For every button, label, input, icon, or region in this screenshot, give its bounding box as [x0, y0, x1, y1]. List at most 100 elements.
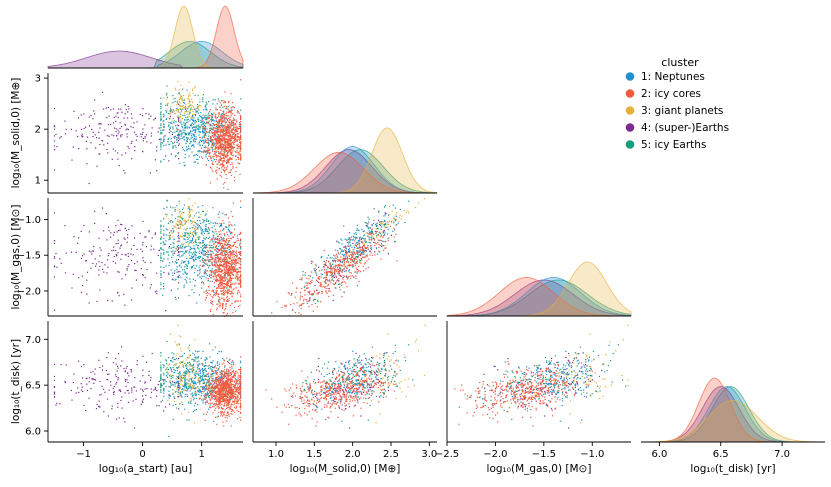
data-point: [142, 140, 144, 142]
data-point: [201, 125, 203, 127]
data-point: [221, 293, 223, 295]
data-point: [208, 149, 210, 151]
data-point: [198, 257, 200, 260]
data-point: [213, 143, 215, 145]
data-point: [338, 253, 340, 255]
data-point: [221, 265, 223, 267]
data-point: [232, 261, 234, 264]
data-point: [363, 240, 365, 242]
data-point: [98, 274, 100, 276]
data-point: [223, 144, 225, 146]
data-point: [235, 274, 237, 276]
data-point: [218, 258, 220, 260]
data-point: [309, 298, 311, 300]
data-point: [222, 130, 224, 133]
data-point: [394, 241, 396, 243]
data-point: [142, 389, 144, 391]
data-point: [142, 137, 144, 139]
data-point: [223, 312, 225, 314]
data-point: [176, 249, 178, 251]
data-point: [90, 114, 92, 117]
data-point: [225, 250, 227, 252]
data-point: [233, 132, 235, 134]
data-point: [93, 382, 95, 384]
data-point: [180, 262, 182, 264]
data-point: [358, 230, 360, 232]
data-point: [204, 238, 206, 240]
data-point: [310, 262, 313, 264]
data-point: [314, 284, 316, 287]
data-point: [337, 252, 339, 254]
data-point: [223, 130, 225, 132]
data-point: [176, 141, 178, 143]
data-point: [218, 250, 220, 252]
data-point: [393, 221, 395, 223]
data-point: [228, 127, 231, 129]
data-point: [156, 390, 158, 392]
data-point: [134, 146, 136, 148]
data-point: [224, 253, 226, 255]
data-point: [331, 273, 334, 275]
data-point: [362, 250, 364, 252]
data-point: [349, 258, 351, 260]
data-point: [341, 253, 343, 255]
data-point: [230, 223, 232, 226]
data-point: [219, 282, 221, 284]
data-point: [395, 214, 397, 216]
data-point: [227, 124, 229, 126]
data-point: [139, 113, 141, 115]
data-point: [218, 211, 220, 213]
data-point: [213, 246, 215, 248]
data-point: [199, 98, 201, 100]
data-point: [287, 292, 289, 294]
data-point: [337, 269, 339, 271]
data-point: [215, 155, 217, 157]
data-point: [236, 246, 238, 249]
data-point: [356, 242, 358, 244]
data-point: [372, 222, 375, 224]
data-point: [53, 169, 56, 171]
data-point: [191, 144, 194, 146]
data-point: [370, 248, 373, 250]
data-point: [232, 129, 234, 131]
data-point: [304, 272, 306, 274]
data-point: [160, 139, 162, 141]
data-point: [145, 394, 147, 396]
data-point: [169, 110, 171, 112]
data-point: [232, 312, 234, 314]
data-point: [202, 94, 204, 96]
data-point: [200, 226, 202, 228]
data-point: [231, 144, 233, 146]
data-point: [343, 261, 345, 263]
data-point: [190, 130, 192, 132]
data-point: [118, 417, 120, 419]
data-point: [212, 252, 214, 254]
data-point: [169, 262, 171, 264]
data-point: [220, 223, 222, 226]
data-point: [216, 138, 218, 140]
data-point: [127, 117, 129, 119]
data-point: [197, 106, 199, 108]
data-point: [203, 220, 205, 222]
data-point: [227, 262, 229, 264]
data-point: [210, 136, 212, 139]
data-point: [204, 134, 206, 136]
data-point: [232, 283, 234, 285]
data-point: [223, 300, 225, 302]
data-point: [215, 131, 217, 133]
data-point: [181, 247, 183, 249]
data-point: [190, 241, 192, 244]
data-point: [121, 346, 123, 348]
data-point: [238, 263, 240, 265]
data-point: [101, 91, 104, 93]
data-point: [380, 221, 382, 223]
data-point: [183, 284, 185, 286]
data-point: [194, 284, 196, 287]
data-point: [339, 267, 341, 269]
data-point: [221, 138, 223, 140]
data-point: [135, 269, 137, 272]
data-point: [227, 151, 229, 153]
data-point: [210, 269, 212, 271]
data-point: [389, 220, 391, 222]
data-point: [176, 271, 178, 273]
